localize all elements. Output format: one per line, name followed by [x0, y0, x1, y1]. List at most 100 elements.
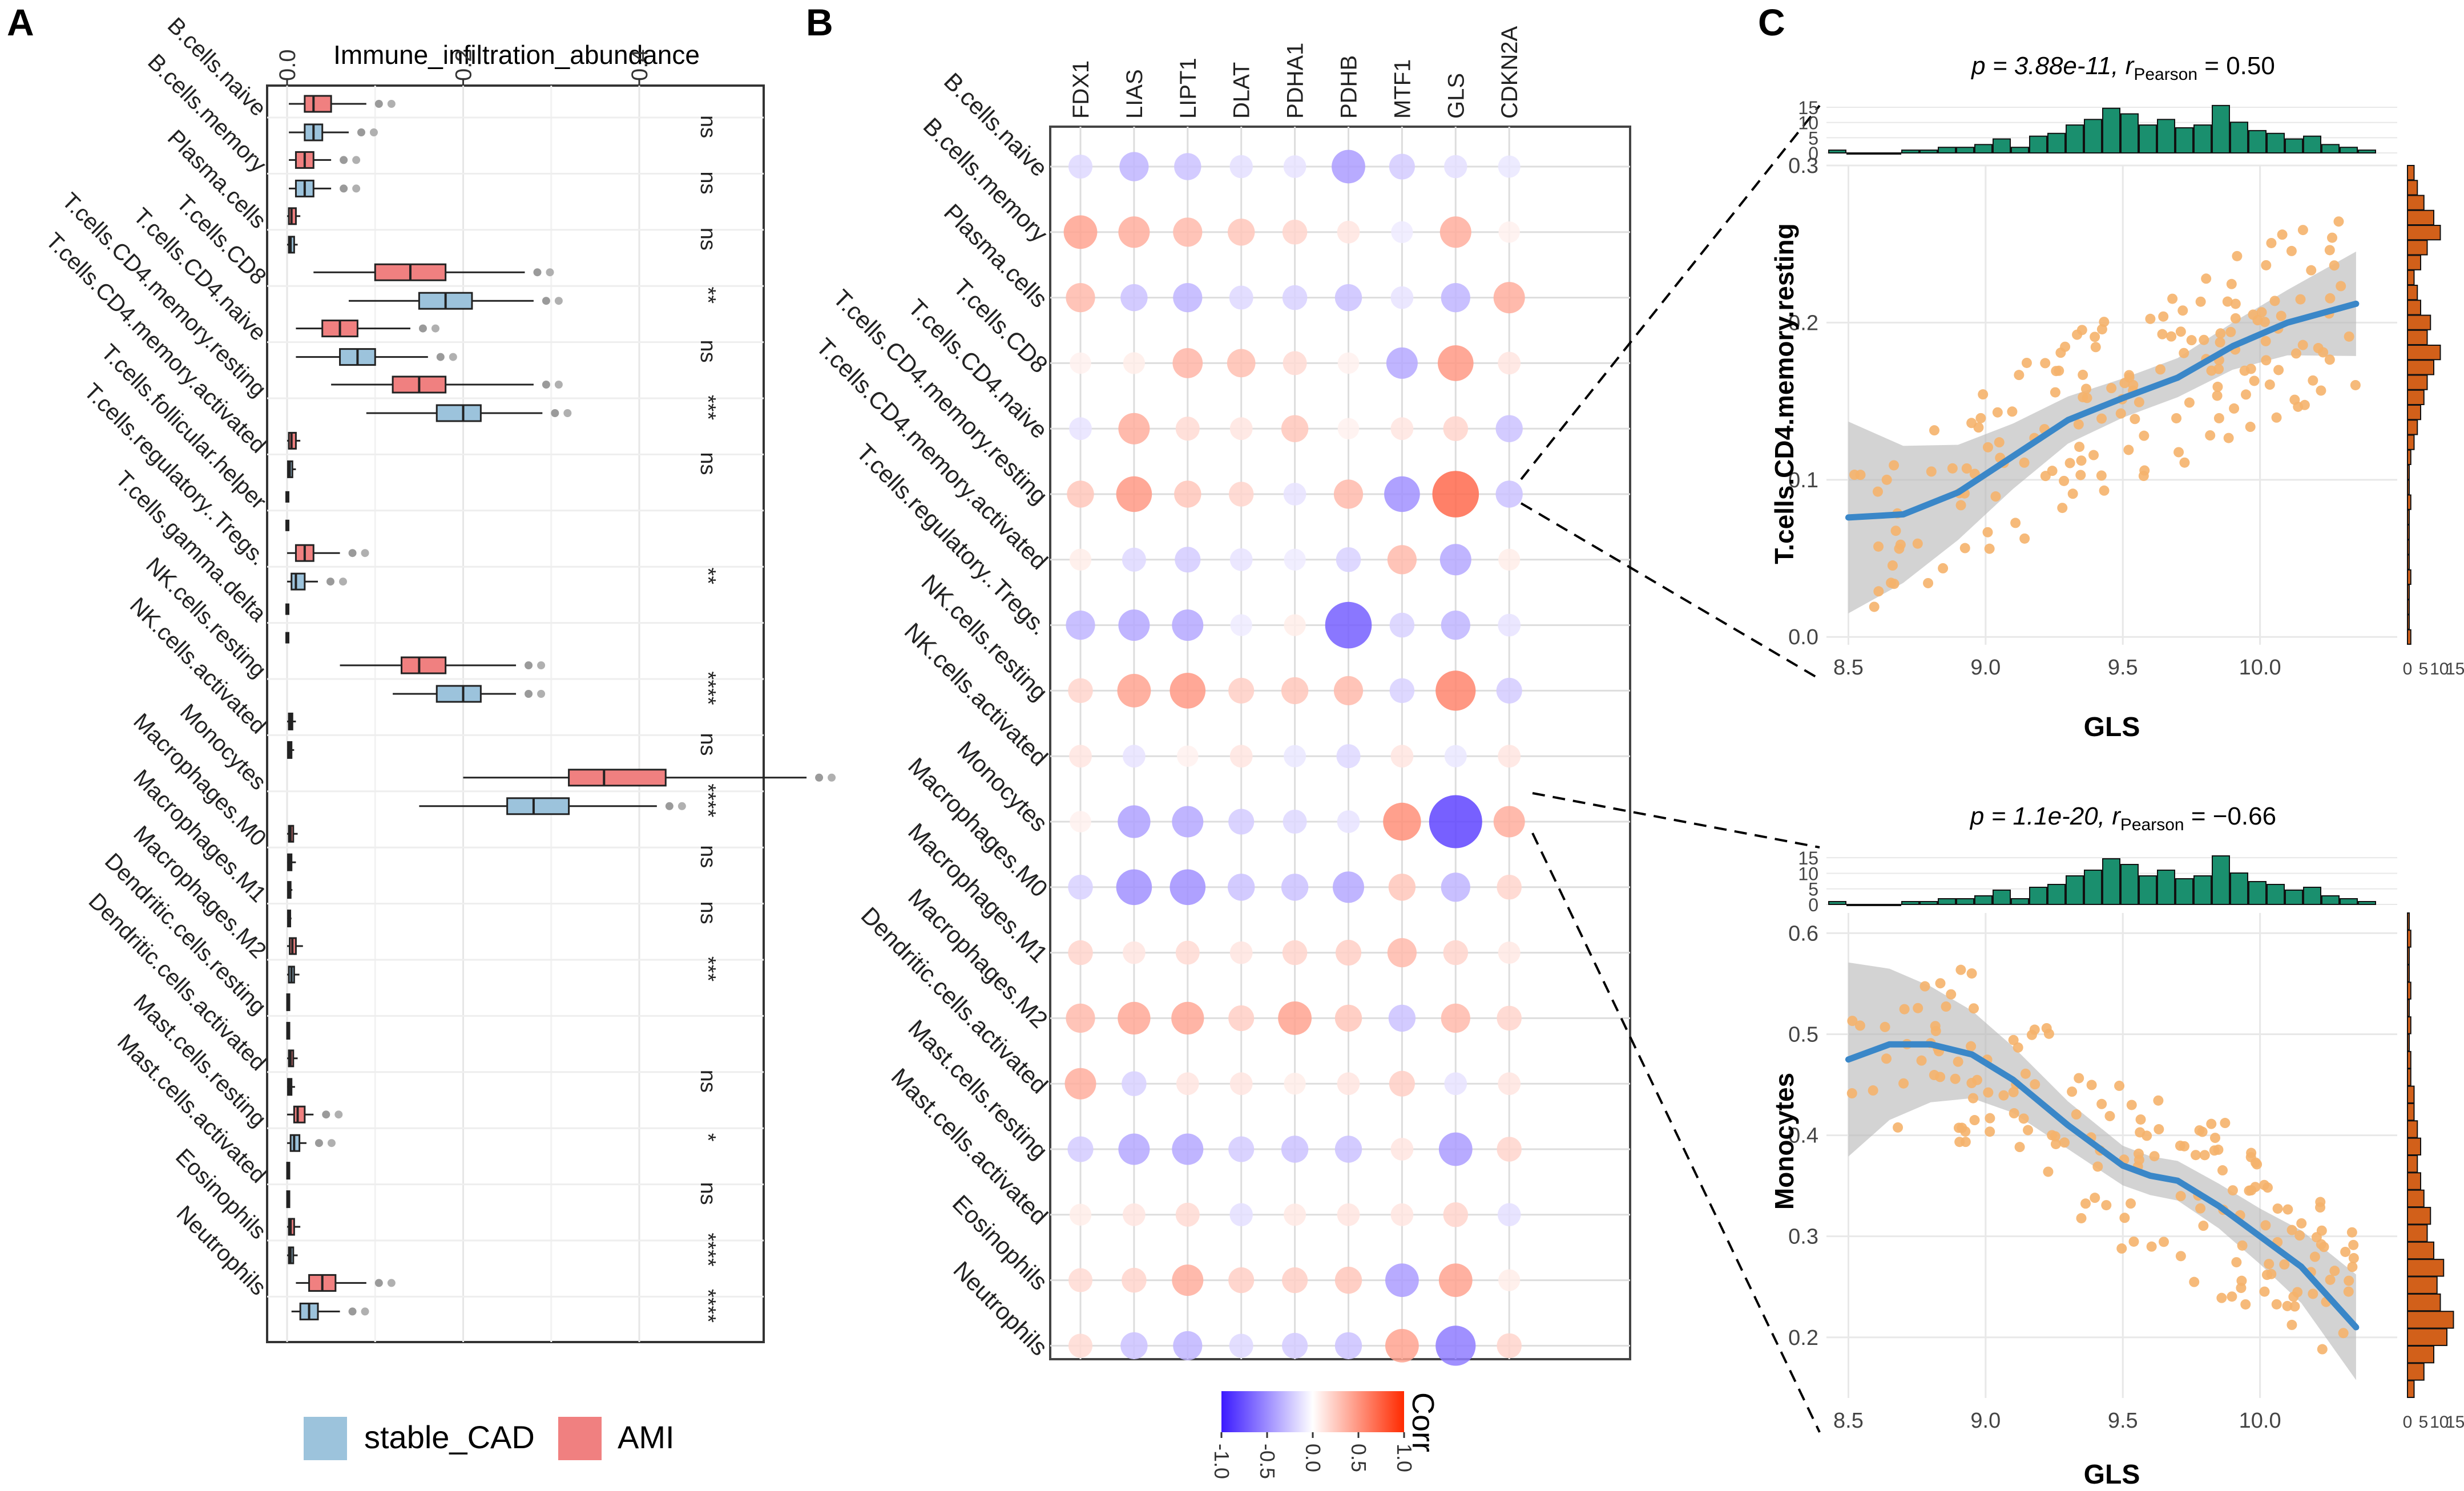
- c2-top-hist-tick: 15: [1798, 848, 1818, 868]
- c1-top-hist-bar: [2193, 124, 2212, 154]
- b-cell: [1228, 219, 1255, 246]
- c2-point: [1868, 1085, 1878, 1096]
- c1-point: [2261, 355, 2272, 366]
- c1-point: [1890, 526, 1901, 536]
- c1-point: [2074, 442, 2085, 452]
- a-outlier: [340, 156, 348, 164]
- corr-tick-label: -1.0: [1210, 1444, 1233, 1479]
- c2-point: [1968, 1093, 1979, 1104]
- c1-point: [1992, 407, 2003, 418]
- b-cell: [1173, 1331, 1203, 1360]
- c2-x-tick-label: 9.5: [2108, 1409, 2138, 1433]
- c2-right-hist-bar: [2407, 912, 2410, 931]
- a-box-AMI: [304, 95, 332, 113]
- a-outlier: [334, 1110, 343, 1119]
- c1-top-hist-bar: [2047, 132, 2066, 153]
- c1-point: [2256, 307, 2267, 318]
- c1-point: [2096, 324, 2107, 335]
- a-outlier: [542, 381, 550, 389]
- c1-top-hist-bar: [2267, 132, 2285, 153]
- b-cell: [1122, 1071, 1147, 1096]
- c2-point: [1880, 1021, 1890, 1032]
- b-column-label: MTF1: [1390, 59, 1415, 119]
- c1-right-hist-bar: [2407, 614, 2410, 630]
- c2-point: [2343, 1286, 2354, 1297]
- c1-point: [2232, 250, 2243, 261]
- c1-point: [1889, 460, 1900, 471]
- c1-point: [2051, 366, 2062, 377]
- b-cell: [1498, 548, 1521, 571]
- c2-point: [2119, 1213, 2130, 1223]
- c2-right-hist-bar: [2407, 1120, 2418, 1138]
- b-cell: [1334, 1266, 1362, 1294]
- c1-right-hist-bar: [2407, 314, 2431, 330]
- b-cell: [1389, 153, 1415, 180]
- a-box-stable_CAD: [435, 404, 482, 422]
- c1-point: [1872, 486, 1883, 497]
- b-cell: [1069, 1203, 1092, 1226]
- c2-y-tick-label: 0.5: [1788, 1023, 1818, 1047]
- c1-point: [2157, 329, 2168, 340]
- c2-top-hist-tick: 10: [1798, 863, 1818, 884]
- a-significance-mark: ns: [696, 733, 720, 755]
- c2-xlabel: GLS: [2084, 1460, 2140, 1490]
- b-cell: [1435, 670, 1476, 711]
- b-cell: [1435, 1326, 1476, 1366]
- c2-point: [1941, 1001, 1951, 1012]
- c1-point: [2212, 390, 2223, 401]
- b-cell: [1333, 676, 1364, 705]
- c2-point: [1946, 989, 1957, 1000]
- panel-c-top: p = 3.88e-11, rPearson = 0.50 8.5 9.0 9.5 1…: [1769, 52, 2464, 742]
- panel-a-plot-area: [266, 84, 765, 1343]
- c1-top-hist-bar: [2303, 135, 2321, 154]
- c1-top-hist-bar: [2011, 147, 2029, 154]
- a-outlier: [340, 184, 348, 193]
- c1-point: [2225, 326, 2236, 337]
- c2-point: [2146, 1241, 2157, 1252]
- c2-point: [2286, 1225, 2297, 1235]
- a-significance-mark: ns: [696, 171, 720, 194]
- a-outlier: [352, 156, 361, 164]
- c1-point: [2021, 357, 2032, 368]
- c2-point: [2227, 1185, 2238, 1196]
- c2-point: [2009, 1108, 2019, 1119]
- b-cell: [1444, 1072, 1467, 1096]
- panel-b-column-labels: FDX1 LIAS LIPT1 DLAT PDHA1 PDHB MTF1 GLS CDKN2A: [1068, 26, 1522, 119]
- b-column-label: DLAT: [1229, 62, 1255, 119]
- b-cell: [1172, 806, 1204, 838]
- c2-point: [2175, 1251, 2186, 1262]
- c1-top-hist-bar: [2029, 135, 2047, 154]
- c2-point: [2271, 1299, 2282, 1310]
- c1-top-hist-bar: [2321, 144, 2340, 153]
- c2-y-tick-label: 0.3: [1788, 1225, 1818, 1249]
- c2-point: [2014, 1142, 2025, 1153]
- c1-top-hist-bar: [2139, 124, 2157, 154]
- c2-top-hist-tick: 0: [1808, 895, 1818, 915]
- c1-point: [2059, 475, 2070, 486]
- b-cell: [1174, 480, 1201, 508]
- c2-right-hist-bar: [2407, 1241, 2434, 1260]
- c2-point: [1881, 1053, 1892, 1064]
- b-cell: [1497, 1005, 1522, 1031]
- a-significance-mark: ns: [696, 845, 720, 868]
- c1-right-hist-bar: [2407, 479, 2410, 495]
- a-outlier: [554, 297, 563, 305]
- c1-point: [2223, 433, 2234, 443]
- c2-point: [2043, 1028, 2054, 1039]
- c2-point: [2190, 1150, 2201, 1161]
- a-box-collapsed: [285, 519, 289, 531]
- c2-right-hist-bar: [2407, 1172, 2421, 1190]
- a-significance-mark: ns: [696, 1182, 720, 1205]
- c2-point: [2126, 1100, 2137, 1110]
- c2-right-hist-bar: [2407, 1380, 2415, 1398]
- b-cell: [1282, 285, 1308, 310]
- b-cell: [1498, 1072, 1521, 1096]
- c1-right-hist-bar: [2407, 419, 2418, 435]
- a-outlier: [431, 324, 439, 333]
- b-column-label: PDHA1: [1283, 43, 1308, 119]
- b-cell: [1443, 1202, 1469, 1227]
- c2-top-hist-bar: [2011, 898, 2029, 905]
- b-cell: [1175, 940, 1200, 965]
- c1-top-hist-bar: [2230, 122, 2248, 154]
- b-cell: [1281, 677, 1309, 705]
